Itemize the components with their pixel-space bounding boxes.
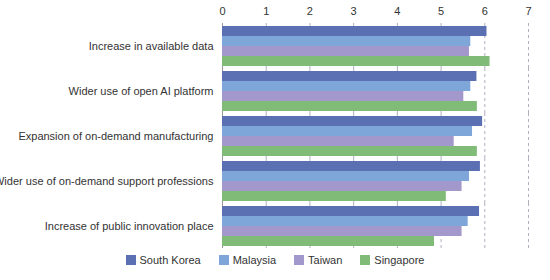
svg-text:Wider use of on-demand support: Wider use of on-demand support professio… (0, 175, 214, 187)
svg-text:Increase in available data: Increase in available data (89, 40, 215, 52)
svg-text:5: 5 (438, 5, 444, 17)
html-text:Taiwan: Taiwan (308, 254, 343, 266)
html-text:South Korea: South Korea (139, 254, 201, 266)
html-text:Malaysia: Malaysia (232, 254, 277, 266)
svg-text:Wider use of open AI platform: Wider use of open AI platform (69, 85, 214, 97)
svg-text:Expansion of on-demand manufac: Expansion of on-demand manufacturing (18, 130, 213, 142)
svg-text:3: 3 (351, 5, 357, 17)
svg-text:7: 7 (525, 5, 531, 17)
svg-text:Increase of public innovation: Increase of public innovation place (45, 220, 214, 232)
svg-text:2: 2 (307, 5, 313, 17)
svg-text:0: 0 (219, 5, 225, 17)
svg-text:4: 4 (394, 5, 400, 17)
html-text:Singapore: Singapore (374, 254, 425, 266)
svg-text:1: 1 (263, 5, 269, 17)
svg-text:6: 6 (482, 5, 488, 17)
